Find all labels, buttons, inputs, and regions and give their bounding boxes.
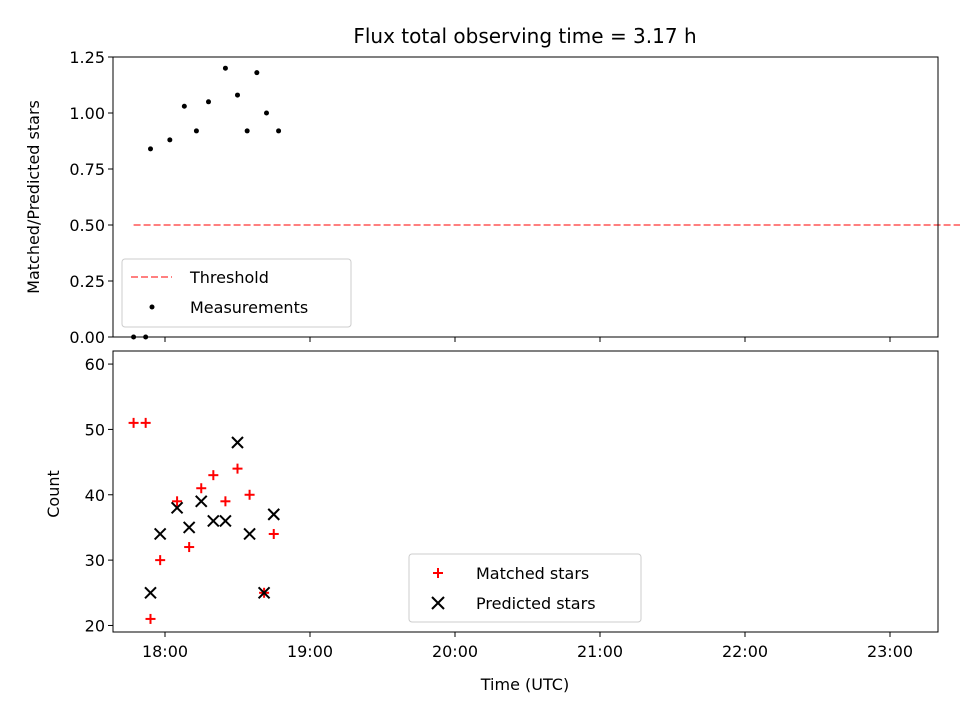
predicted-legend-label: Predicted stars xyxy=(476,594,596,613)
matched-star-point xyxy=(196,483,207,494)
y-tick-label: 1.00 xyxy=(69,104,105,123)
x-tick-label: 23:00 xyxy=(867,642,913,661)
matched-star-point xyxy=(220,496,231,507)
matched-star-point xyxy=(244,489,255,500)
y-tick-label: 40 xyxy=(85,486,105,505)
top-legend-box xyxy=(121,258,352,328)
measurement-point xyxy=(181,103,187,109)
matched-star-point xyxy=(184,542,195,553)
measurement-point xyxy=(167,137,173,143)
x-tick-label: 18:00 xyxy=(142,642,188,661)
y-tick-label: 30 xyxy=(85,551,105,570)
x-tick-label: 19:00 xyxy=(287,642,333,661)
predicted-star-point xyxy=(182,521,196,534)
chart-title: Flux total observing time = 3.17 h xyxy=(353,24,696,48)
top-axes-frame xyxy=(112,56,939,338)
bottom-panel: 20 30 40 50 60 18:00 19:00 20:00 21:00 22:00 23:0… xyxy=(44,350,939,694)
y-tick-label: 1.25 xyxy=(69,48,105,67)
top-y-axis-label: Matched/Predicted stars xyxy=(24,100,43,294)
measurement-point xyxy=(222,65,228,71)
predicted-star-point xyxy=(219,514,232,528)
measurement-point xyxy=(206,99,211,105)
measurement-point xyxy=(193,128,199,134)
y-tick-label: 60 xyxy=(85,355,105,374)
measurement-point xyxy=(235,92,240,98)
y-tick-label: 0.00 xyxy=(69,328,105,347)
bottom-legend: Matched stars Predicted stars xyxy=(408,553,642,623)
matched-star-point xyxy=(172,496,183,507)
bottom-legend-box xyxy=(408,553,642,623)
x-tick-label: 20:00 xyxy=(432,642,478,661)
matched-star-point xyxy=(140,417,151,428)
measurement-point xyxy=(264,110,269,116)
predicted-star-point xyxy=(144,586,157,599)
measurement-point xyxy=(244,128,250,134)
predicted-star-point xyxy=(243,527,256,541)
predicted-legend-swatch xyxy=(431,596,445,610)
matched-star-point xyxy=(155,555,166,566)
matched-star-point xyxy=(268,528,279,539)
predicted-star-point xyxy=(231,436,244,449)
y-tick-label: 50 xyxy=(85,420,105,439)
measurement-point xyxy=(148,146,153,152)
x-tick-label: 21:00 xyxy=(577,642,623,661)
predicted-star-point xyxy=(257,586,271,599)
predicted-star-point xyxy=(153,527,167,541)
matched-star-point xyxy=(232,463,243,474)
predicted-star-point xyxy=(207,514,220,528)
top-legend: Threshold Measurements xyxy=(121,258,352,328)
measurements-legend-swatch xyxy=(149,304,155,310)
matched-star-point xyxy=(208,470,219,481)
top-panel: 0.00 0.25 0.50 0.75 1.00 1.25 Matched/Predict… xyxy=(24,48,960,347)
bottom-axes-frame xyxy=(112,350,939,633)
predicted-star-point xyxy=(170,501,184,515)
matched-legend-swatch xyxy=(433,568,443,578)
matched-legend-label: Matched stars xyxy=(476,564,589,583)
y-tick-label: 0.25 xyxy=(69,272,105,291)
measurement-point xyxy=(276,128,282,134)
predicted-star-point xyxy=(195,495,208,508)
x-tick-label: 22:00 xyxy=(722,642,768,661)
matched-star-point xyxy=(145,613,156,624)
threshold-legend-label: Threshold xyxy=(189,268,269,287)
y-tick-label: 0.75 xyxy=(69,160,105,179)
y-tick-label: 20 xyxy=(85,616,105,635)
bottom-y-axis-label: Count xyxy=(44,470,63,518)
matched-star-point xyxy=(128,417,139,428)
measurement-point xyxy=(254,70,260,76)
measurements-legend-label: Measurements xyxy=(190,298,308,317)
predicted-star-point xyxy=(267,508,280,521)
x-axis-label: Time (UTC) xyxy=(480,675,569,694)
y-tick-label: 0.50 xyxy=(69,216,105,235)
